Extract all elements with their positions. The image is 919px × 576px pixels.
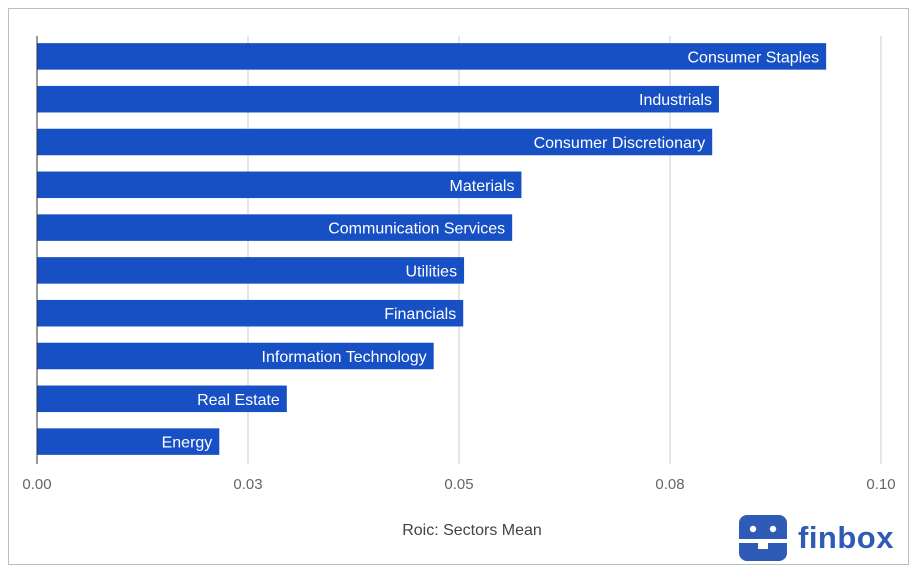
finbox-wordmark: finbox — [798, 520, 894, 555]
bar-label: Consumer Discretionary — [534, 135, 706, 152]
bar — [37, 43, 827, 70]
tick-layer: 0.00 0.03 0.05 0.08 0.10 — [22, 476, 895, 493]
bar — [37, 342, 434, 370]
bar — [37, 128, 713, 156]
x-tick-label: 0.10 — [866, 476, 895, 493]
finbox-logo: finbox — [738, 514, 894, 562]
bar-label: Utilities — [406, 263, 458, 280]
bar — [37, 428, 220, 455]
bar-label: Communication Services — [328, 221, 505, 238]
bar — [37, 257, 465, 284]
bar-label: Industrials — [639, 92, 712, 109]
bar — [37, 385, 287, 413]
x-tick-label: 0.03 — [233, 476, 262, 493]
x-tick-label: 0.05 — [444, 476, 473, 493]
bar-label: Materials — [450, 178, 515, 195]
bar-label: Information Technology — [262, 349, 427, 366]
bar — [37, 85, 719, 113]
bar-label: Energy — [162, 435, 213, 452]
bar-label: Consumer Staples — [688, 49, 820, 66]
x-tick-label: 0.08 — [655, 476, 684, 493]
bar — [37, 171, 522, 199]
x-tick-label: 0.00 — [22, 476, 51, 493]
bar-label: Real Estate — [197, 392, 280, 409]
x-axis-title: Roic: Sectors Mean — [402, 522, 542, 539]
bar-label: Financials — [384, 306, 456, 323]
bar — [37, 214, 513, 241]
bar — [37, 299, 464, 327]
finbox-mascot-icon — [739, 515, 787, 561]
bar-layer: Consumer Staples Industrials Consumer Disc… — [37, 43, 827, 455]
